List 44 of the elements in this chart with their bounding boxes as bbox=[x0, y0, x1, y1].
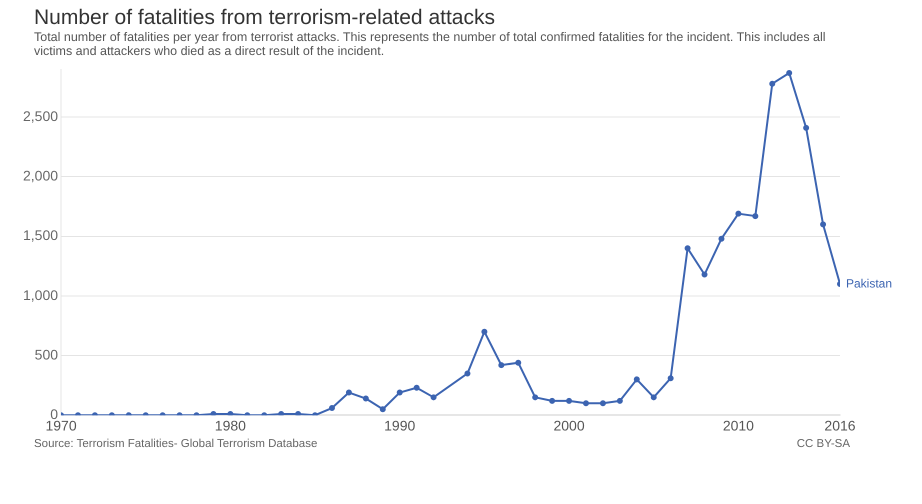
point bbox=[616, 398, 623, 404]
point bbox=[532, 394, 538, 400]
point bbox=[684, 245, 691, 252]
point bbox=[430, 394, 437, 400]
chart-subtitle: Total number of fatalities per year from terrorist attacks. This represents the number of total confirmed fatalities for the incident. This includes all victims and attackers who died as a direct result of the incident. bbox=[34, 30, 827, 58]
point bbox=[803, 124, 810, 131]
point bbox=[718, 236, 724, 242]
x-tick-label: 1990 bbox=[384, 417, 416, 434]
x-tick-label: 1980 bbox=[214, 417, 246, 434]
y-tick-label: 2,500 bbox=[22, 108, 58, 124]
point bbox=[396, 390, 403, 396]
point bbox=[549, 398, 556, 404]
point bbox=[600, 400, 606, 406]
point bbox=[735, 210, 742, 217]
x-tick-label: 2010 bbox=[722, 417, 754, 434]
point bbox=[328, 405, 335, 412]
point bbox=[752, 213, 758, 220]
point bbox=[668, 375, 674, 382]
y-tick-label: 500 bbox=[34, 346, 58, 362]
source-note: Source: Terrorism Fatalities- Global Terrorism Database bbox=[34, 438, 318, 450]
point bbox=[634, 376, 640, 382]
y-tick-label: 1,000 bbox=[22, 286, 58, 303]
point bbox=[702, 271, 708, 278]
point bbox=[346, 390, 352, 396]
point bbox=[820, 221, 826, 228]
y-tick-label: 2,000 bbox=[22, 168, 58, 184]
point bbox=[786, 70, 792, 76]
y-tick-label: 1,500 bbox=[22, 227, 58, 244]
point bbox=[481, 328, 488, 335]
point bbox=[380, 406, 386, 412]
point bbox=[650, 394, 657, 400]
series-label: Pakistan bbox=[846, 276, 892, 290]
x-tick-label: 2016 bbox=[824, 417, 856, 434]
point bbox=[769, 80, 776, 87]
point bbox=[498, 362, 504, 368]
point bbox=[515, 360, 522, 366]
point bbox=[362, 396, 369, 402]
text: CC BY-SA bbox=[796, 438, 850, 450]
point bbox=[464, 370, 470, 376]
point bbox=[582, 400, 589, 406]
point bbox=[566, 398, 572, 404]
x-tick-label: 2000 bbox=[553, 417, 585, 434]
chart-title: Number of fatalities from terrorism-related attacks bbox=[34, 6, 496, 30]
point bbox=[414, 384, 420, 391]
